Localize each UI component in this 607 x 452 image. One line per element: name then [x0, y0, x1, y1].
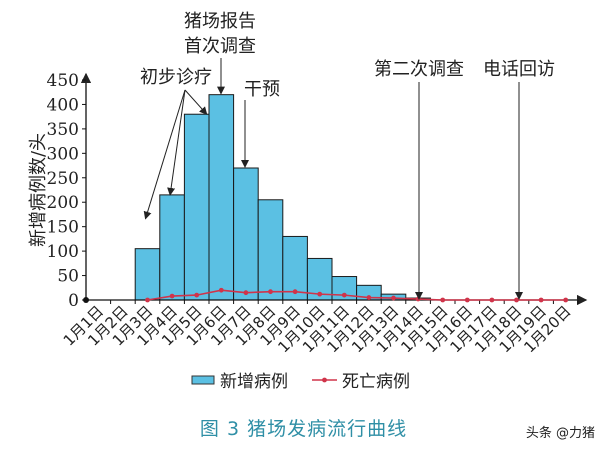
y-tick-label: 0 — [68, 291, 79, 311]
y-tick-label: 400 — [47, 95, 79, 115]
annotation-intervention: 干预 — [244, 79, 280, 100]
y-tick-label: 150 — [47, 218, 79, 238]
death-point — [243, 290, 249, 296]
death-point — [169, 293, 175, 299]
legend-label-new-cases: 新增病例 — [220, 372, 288, 392]
death-point — [341, 292, 347, 298]
death-point — [366, 295, 372, 300]
y-tick-label: 50 — [57, 267, 79, 287]
y-tick-label: 350 — [47, 120, 79, 140]
arrow-initial-treatment — [167, 89, 186, 196]
death-point — [563, 297, 569, 303]
arrow-initial-treatment — [143, 89, 186, 220]
death-point — [464, 297, 470, 303]
bar-1月7日 — [233, 167, 259, 301]
death-point — [415, 296, 421, 302]
death-point — [489, 297, 495, 303]
y-tick-label: 200 — [47, 193, 79, 213]
annotation-farm-report: 猪场报告 — [184, 11, 256, 32]
death-point — [194, 292, 200, 298]
y-tick-label: 300 — [47, 144, 79, 164]
death-point — [268, 289, 273, 295]
death-point — [391, 295, 396, 301]
death-point — [317, 291, 323, 297]
annotation-second-survey: 第二次调查 — [374, 59, 464, 80]
bar-1月4日 — [159, 194, 185, 301]
bar-1月3日 — [134, 248, 161, 301]
bar-1月8日 — [257, 199, 284, 301]
death-point — [145, 297, 150, 303]
legend-swatch-new-cases — [191, 375, 215, 385]
annotation-initial-treatment: 初步诊疗 — [140, 67, 212, 88]
bar-1月6日 — [208, 94, 235, 301]
death-point — [292, 289, 298, 295]
death-point — [514, 297, 519, 303]
death-line — [147, 289, 566, 301]
y-tick-label: 450 — [47, 71, 79, 91]
annotation-phone-followup: 电话回访 — [483, 59, 555, 80]
y-axis-label: 新增病例数/头 — [28, 133, 49, 247]
death-point — [218, 287, 224, 293]
bar-1月5日 — [183, 113, 210, 301]
y-tick-label: 250 — [47, 169, 79, 189]
arrow-initial-treatment — [184, 89, 208, 115]
death-point — [440, 297, 446, 303]
y-tick-label: 100 — [47, 242, 79, 262]
figure-caption: 图 3 猪场发病流行曲线 — [199, 418, 408, 440]
legend-marker-deaths — [322, 377, 327, 383]
death-point — [538, 297, 544, 303]
legend-label-deaths: 死亡病例 — [342, 372, 410, 392]
watermark: 头条 @力猪 — [525, 426, 595, 441]
annotation-first-survey: 首次调查 — [184, 36, 256, 57]
